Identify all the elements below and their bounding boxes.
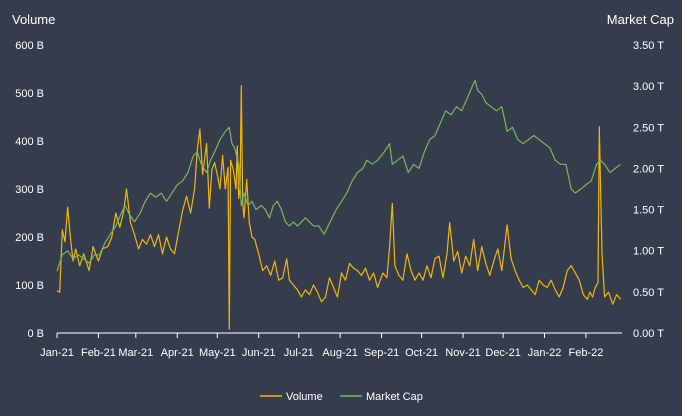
series-layer	[56, 79, 622, 330]
right-axis-title: Market Cap	[607, 12, 674, 27]
x-tick-label: Feb-21	[81, 347, 116, 359]
right-tick-label: 1.00 T	[633, 246, 664, 258]
x-tick-label: Sep-21	[364, 347, 399, 359]
left-tick-label: 200 B	[15, 232, 44, 244]
x-tick-label: Mar-21	[118, 347, 153, 359]
x-tick-label: Apr-21	[161, 347, 194, 359]
left-tick-label: 0 B	[27, 328, 44, 340]
series-line-market-cap[interactable]	[56, 79, 622, 272]
right-axis-ticks: 0.00 T 0.50 T 1.00 T 1.50 T 2.00 T 2.50 T 3.00…	[633, 40, 664, 340]
right-tick-label: 3.50 T	[633, 40, 664, 52]
x-tick-label: May-21	[199, 347, 236, 359]
left-axis-ticks: 0 B 100 B 200 B 300 B 400 B 500 B 600 B	[15, 40, 44, 340]
left-tick-label: 400 B	[15, 136, 44, 148]
right-tick-label: 2.00 T	[633, 163, 664, 175]
left-axis-title: Volume	[12, 12, 55, 27]
x-tick-label: Jan-22	[528, 347, 562, 359]
left-tick-label: 100 B	[15, 280, 44, 292]
x-tick-label: Aug-21	[322, 347, 357, 359]
left-tick-label: 300 B	[15, 184, 44, 196]
x-tick-label: Jun-21	[242, 347, 276, 359]
x-tick-label: Feb-22	[569, 347, 604, 359]
right-tick-label: 0.00 T	[633, 328, 664, 340]
x-axis-ticks: Jan-21 Feb-21 Mar-21 Apr-21 May-21 Jun-21 Jul-…	[40, 333, 603, 359]
right-tick-label: 1.50 T	[633, 205, 664, 217]
x-tick-label: Nov-21	[445, 347, 480, 359]
left-tick-label: 600 B	[15, 40, 44, 52]
x-tick-label: Jul-21	[284, 347, 314, 359]
left-tick-label: 500 B	[15, 88, 44, 100]
x-tick-label: Oct-21	[405, 347, 438, 359]
right-tick-label: 2.50 T	[633, 122, 664, 134]
x-tick-label: Jan-21	[40, 347, 74, 359]
legend-label-volume[interactable]: Volume	[286, 391, 323, 403]
right-tick-label: 3.00 T	[633, 81, 664, 93]
legend-label-market-cap[interactable]: Market Cap	[366, 391, 423, 403]
series-line-volume[interactable]	[56, 85, 622, 330]
legend[interactable]: Volume Market Cap	[260, 391, 423, 403]
right-tick-label: 0.50 T	[633, 287, 664, 299]
x-tick-label: Dec-21	[485, 347, 520, 359]
